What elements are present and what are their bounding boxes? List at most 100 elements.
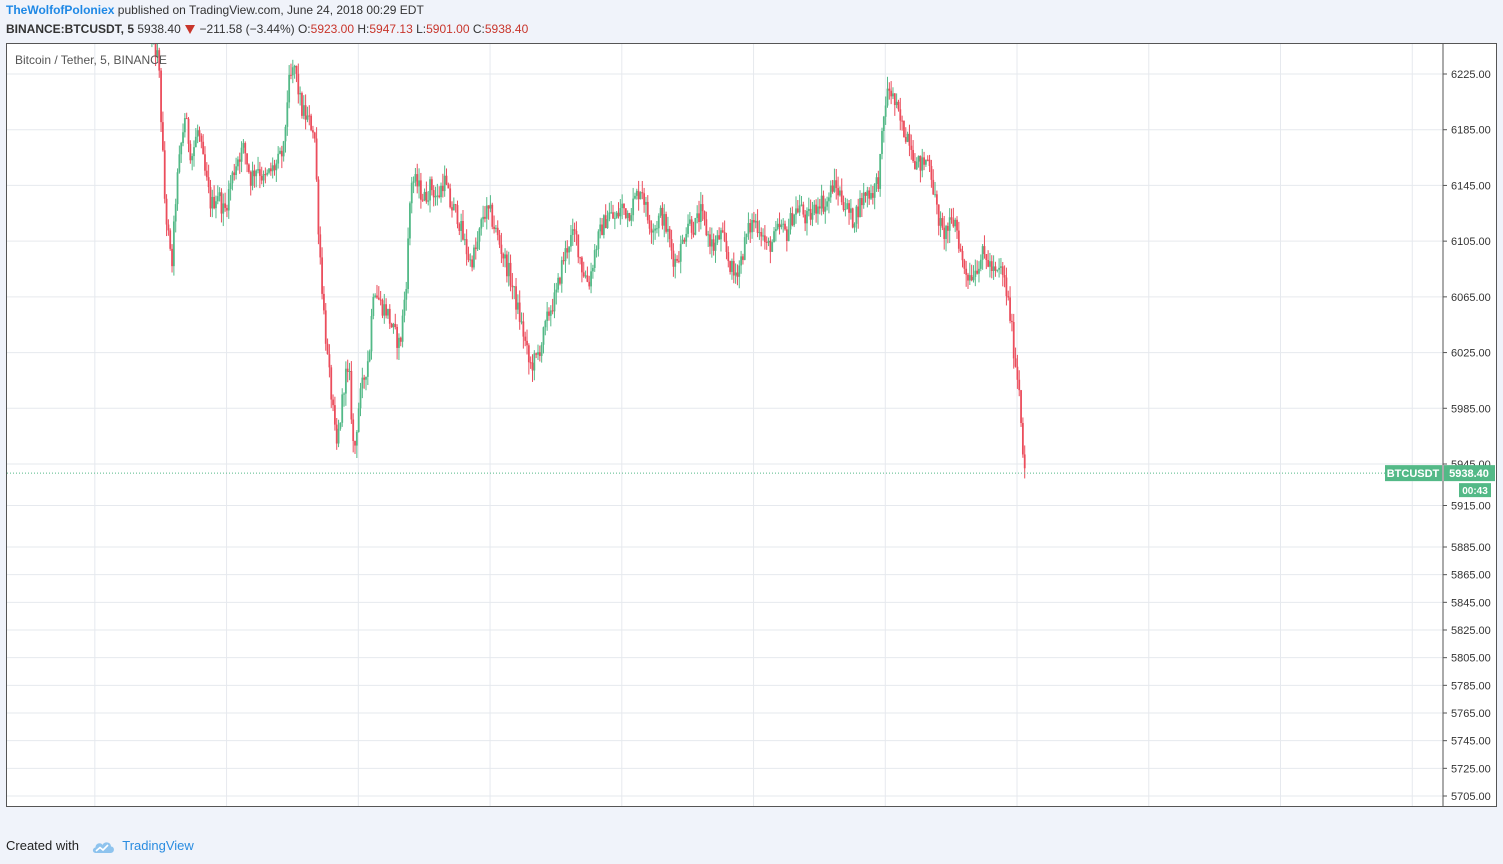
close-value: 5938.40	[484, 22, 529, 36]
candle-body	[908, 133, 911, 146]
candle-body	[645, 201, 647, 205]
candle-body	[269, 168, 272, 172]
tradingview-link[interactable]: TradingView	[122, 838, 194, 853]
candle-body	[291, 67, 294, 76]
candle-body	[487, 205, 490, 209]
candle-body	[937, 204, 940, 226]
candle-body	[485, 205, 488, 219]
candle-body	[985, 254, 988, 260]
candlestick-chart[interactable]: Bitcoin / Tether, 5, BINANCE 5705.00 5725.…	[7, 44, 1496, 806]
candle-body	[886, 88, 889, 106]
candle-body	[416, 174, 419, 187]
price-tick-label: 5915.00	[1451, 501, 1491, 513]
candle-body	[635, 190, 638, 196]
candle-body	[304, 105, 307, 120]
candle-body	[670, 239, 673, 251]
author-link[interactable]: TheWolfofPoloniex	[6, 3, 115, 17]
created-with-text: Created with	[6, 838, 79, 853]
candle-body	[227, 189, 230, 211]
candle-body	[273, 165, 276, 171]
candle-body	[246, 153, 248, 165]
candle-body	[396, 327, 399, 348]
low-value: 5901.00	[426, 22, 470, 36]
open-label: O:	[297, 22, 311, 36]
candle-body	[1016, 366, 1019, 380]
candle-body	[851, 208, 854, 228]
candle-body	[297, 73, 300, 95]
candle-body	[626, 213, 629, 218]
candle-body	[171, 248, 173, 267]
candle-body	[376, 295, 378, 298]
candle-body	[915, 161, 918, 170]
candle-body	[332, 399, 334, 406]
candle-body	[760, 232, 763, 237]
candle-body	[429, 179, 431, 201]
price-tick-label: 6145.00	[1451, 180, 1491, 192]
candle-body	[339, 422, 342, 429]
candle-body	[950, 217, 953, 220]
candle-body	[449, 188, 452, 208]
candle-body	[862, 192, 865, 206]
candle-body	[721, 230, 724, 233]
candle-body	[619, 208, 622, 217]
candle-body	[692, 232, 695, 235]
ohlc-legend: BINANCE:BTCUSDT, 5 5938.40 −211.58 (−3.4…	[6, 22, 528, 36]
price-tick-label: 5725.00	[1451, 763, 1491, 775]
candle-body	[509, 262, 512, 286]
candle-body	[822, 195, 825, 212]
chart-title: Bitcoin / Tether, 5, BINANCE	[15, 53, 167, 67]
candle-body	[451, 207, 453, 211]
candle-body	[458, 224, 461, 231]
candle-body	[474, 247, 477, 250]
candle-body	[877, 177, 880, 189]
candle-body	[646, 201, 649, 221]
candle-body	[826, 201, 829, 207]
candle-body	[698, 213, 700, 223]
candle-body	[736, 272, 739, 277]
candle-body	[1018, 379, 1021, 391]
candle-body	[868, 190, 871, 199]
candle-body	[681, 239, 684, 244]
candle-body	[220, 192, 223, 214]
candle-body	[191, 156, 194, 161]
candle-body	[193, 147, 195, 157]
candle-body	[200, 135, 203, 142]
candle-body	[652, 230, 655, 233]
candle-body	[421, 199, 424, 201]
candle-body	[835, 180, 838, 189]
candles	[151, 44, 1026, 479]
candle-body	[187, 118, 190, 144]
tradingview-cloud-icon	[92, 842, 114, 853]
candle-body	[368, 351, 371, 362]
candle-body	[632, 198, 635, 216]
candle-body	[579, 257, 581, 259]
candle-body	[710, 239, 713, 247]
candle-body	[912, 149, 914, 162]
candle-body	[249, 172, 252, 186]
candle-body	[639, 192, 642, 200]
candle-body	[462, 221, 464, 240]
candle-body	[412, 181, 415, 183]
candle-body	[983, 246, 986, 255]
candle-body	[467, 254, 470, 260]
candle-body	[216, 196, 219, 202]
candle-body	[888, 88, 891, 91]
chart-container[interactable]: Bitcoin / Tether, 5, BINANCE 5705.00 5725.…	[6, 43, 1497, 807]
candle-body	[657, 215, 660, 229]
candle-body	[663, 214, 666, 226]
candle-body	[275, 163, 278, 171]
candle-body	[328, 354, 331, 368]
candle-body	[679, 243, 682, 262]
open-value: 5923.00	[310, 22, 355, 36]
candle-body	[606, 219, 609, 229]
candle-body	[237, 159, 239, 167]
candle-body	[892, 93, 894, 97]
candle-body	[522, 321, 525, 337]
candle-body	[463, 239, 466, 241]
candle-body	[659, 207, 662, 216]
candle-body	[800, 204, 803, 206]
candle-body	[438, 195, 441, 198]
candle-body	[712, 239, 715, 251]
candle-body	[440, 185, 442, 198]
candle-body	[493, 226, 495, 229]
